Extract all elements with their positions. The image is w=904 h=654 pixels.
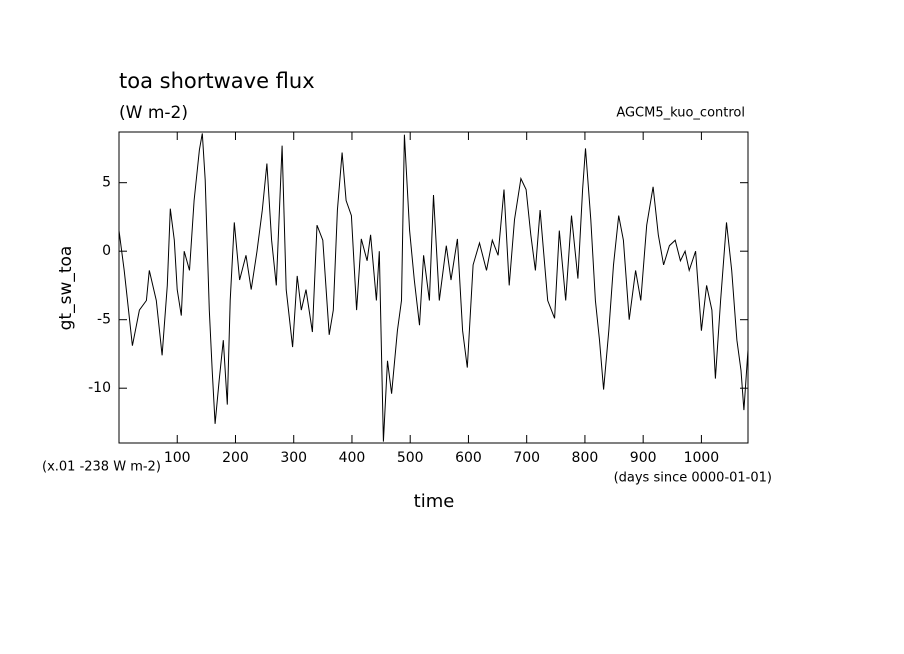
x-axis-label: time [414, 491, 455, 512]
x-unit-note: (days since 0000-01-01) [614, 471, 772, 486]
y-tick-label: 0 [102, 243, 111, 259]
annotation: AGCM5_kuo_control [616, 106, 745, 121]
chart-title: toa shortwave flux [119, 69, 315, 93]
x-tick-label: 200 [222, 450, 249, 466]
x-tick-label: 600 [455, 450, 482, 466]
series-line [118, 133, 749, 442]
x-tick-label: 400 [339, 450, 366, 466]
chart-subtitle: (W m-2) [119, 103, 188, 123]
x-tick-label: 100 [164, 450, 191, 466]
x-tick-label: 300 [280, 450, 307, 466]
x-tick-label: 900 [630, 450, 657, 466]
x-tick-label: 500 [397, 450, 424, 466]
x-tick-label: 700 [513, 450, 540, 466]
scale-note: (x.01 -238 W m-2) [42, 460, 161, 475]
y-axis-label: gt_sw_toa [56, 246, 76, 331]
x-tick-label: 1000 [684, 450, 720, 466]
plot-frame [118, 131, 749, 444]
y-tick-label: 5 [102, 175, 111, 191]
x-tick-label: 800 [572, 450, 599, 466]
y-tick-label: -5 [97, 312, 111, 328]
y-tick-label: -10 [88, 380, 111, 396]
